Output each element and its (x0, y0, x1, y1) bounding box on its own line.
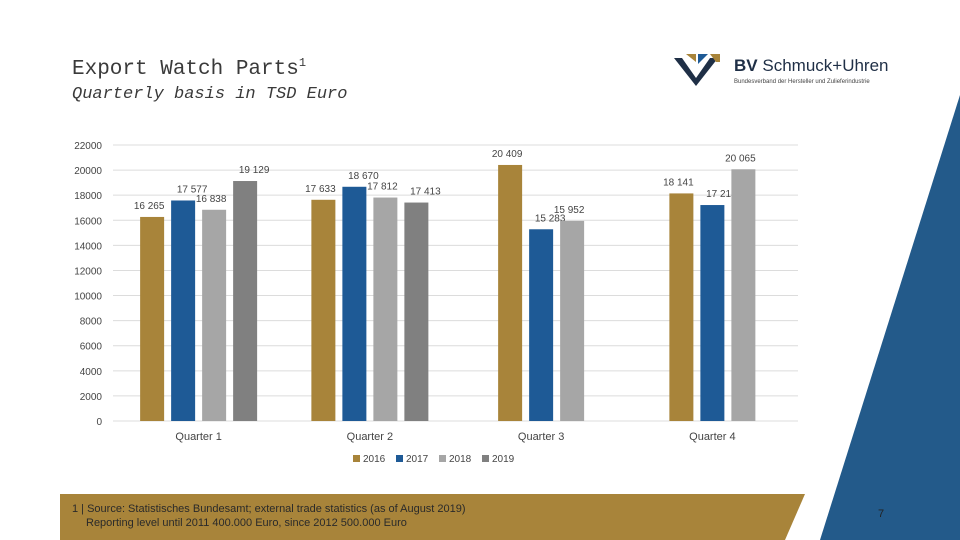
y-tick-label: 14000 (74, 241, 102, 252)
y-tick-label: 16000 (74, 216, 102, 227)
title-text: Export Watch Parts (72, 58, 299, 81)
data-label: 15 283 (535, 213, 566, 224)
logo-tagline: Bundesverband der Hersteller und Zuliefe… (734, 79, 870, 85)
data-label: 18 141 (663, 177, 694, 188)
data-label: 15 952 (554, 205, 585, 216)
bar-2017-quarter-2 (342, 186, 367, 421)
brand-logo: BV Schmuck+Uhren Bundesverband der Herst… (672, 50, 894, 90)
data-label: 17 812 (367, 182, 398, 193)
data-label: 17 413 (410, 187, 441, 198)
bar-2016-quarter-1 (140, 216, 165, 421)
logo-chevron-icon (674, 54, 720, 86)
bar-2018-quarter-1 (202, 209, 227, 421)
bar-2018-quarter-2 (373, 197, 398, 421)
legend-label-2017: 2017 (406, 454, 429, 465)
legend-swatch-2016 (353, 455, 360, 462)
logo-name-rest: Schmuck+Uhren (762, 56, 889, 75)
data-label: 16 265 (134, 201, 165, 212)
y-tick-label: 22000 (74, 141, 102, 152)
x-tick-label: Quarter 2 (347, 431, 393, 443)
legend-swatch-2019 (482, 455, 489, 462)
legend-label-2018: 2018 (449, 454, 472, 465)
data-label: 19 129 (239, 165, 270, 176)
legend-label-2019: 2019 (492, 454, 515, 465)
data-label: 16 838 (196, 194, 227, 205)
x-tick-label: Quarter 4 (689, 431, 735, 443)
bar-2019-quarter-2 (404, 202, 429, 421)
bar-2017-quarter-4 (700, 205, 725, 421)
y-tick-label: 0 (96, 417, 102, 428)
footnote: 1 | Source: Statistisches Bundesamt; ext… (72, 502, 466, 530)
y-tick-label: 10000 (74, 292, 102, 303)
data-label: 20 065 (725, 153, 756, 164)
x-tick-label: Quarter 3 (518, 431, 564, 443)
y-tick-label: 20000 (74, 166, 102, 177)
data-label: 18 670 (348, 171, 379, 182)
gold-footer-band (60, 494, 805, 540)
logo-name-bold: BV (734, 56, 758, 75)
bar-2018-quarter-4 (731, 169, 756, 421)
legend-label-2016: 2016 (363, 454, 386, 465)
bar-2016-quarter-4 (669, 193, 694, 421)
y-tick-label: 18000 (74, 191, 102, 202)
y-tick-label: 8000 (80, 317, 103, 328)
navy-corner-shape (820, 95, 960, 540)
bar-2017-quarter-3 (529, 229, 554, 421)
bar-2017-quarter-1 (171, 200, 196, 421)
x-tick-label: Quarter 1 (175, 431, 221, 443)
title-footnote-marker: 1 (298, 56, 307, 70)
page-subtitle: Quarterly basis in TSD Euro (72, 85, 348, 104)
y-tick-label: 6000 (80, 342, 103, 353)
logo-name: BV Schmuck+Uhren (734, 56, 889, 76)
data-label: 20 409 (492, 149, 523, 160)
bar-2018-quarter-3 (560, 220, 585, 421)
bar-2016-quarter-2 (311, 199, 336, 421)
bar-2016-quarter-3 (498, 164, 523, 421)
y-tick-label: 4000 (80, 367, 103, 378)
bar-2019-quarter-1 (233, 181, 258, 421)
data-label: 17 577 (177, 184, 208, 195)
footnote-line-1: 1 | Source: Statistisches Bundesamt; ext… (72, 503, 466, 515)
legend-swatch-2017 (396, 455, 403, 462)
page-number: 7 (878, 508, 885, 520)
y-tick-label: 2000 (80, 392, 103, 403)
footnote-line-2: Reporting level until 2011 400.000 Euro,… (86, 517, 407, 529)
data-label: 17 214 (706, 189, 737, 200)
y-tick-label: 12000 (74, 266, 102, 277)
page-title: Export Watch Parts1 (72, 56, 307, 81)
data-label: 17 633 (305, 184, 336, 195)
legend-swatch-2018 (439, 455, 446, 462)
